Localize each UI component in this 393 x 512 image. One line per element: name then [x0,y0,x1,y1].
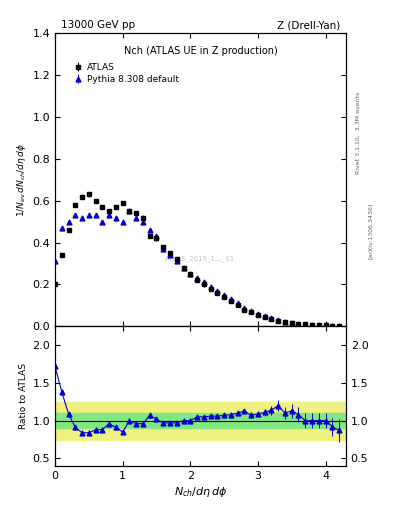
Legend: ATLAS, Pythia 8.308 default: ATLAS, Pythia 8.308 default [71,61,181,86]
Text: Rivet 3.1.10,  3.3M events: Rivet 3.1.10, 3.3M events [356,92,361,174]
Y-axis label: $1/N_{ev}\,dN_{ch}/d\eta\,d\phi$: $1/N_{ev}\,dN_{ch}/d\eta\,d\phi$ [15,143,28,217]
Text: [arXiv:1306.3436]: [arXiv:1306.3436] [367,202,373,259]
X-axis label: $N_{ch}/d\eta\,d\phi$: $N_{ch}/d\eta\,d\phi$ [174,485,227,499]
Text: Nch (ATLAS UE in Z production): Nch (ATLAS UE in Z production) [123,47,277,56]
Text: 13000 GeV pp: 13000 GeV pp [61,20,135,30]
Text: Z (Drell-Yan): Z (Drell-Yan) [277,20,340,30]
Y-axis label: Ratio to ATLAS: Ratio to ATLAS [19,363,28,429]
Text: ATLAS_2019_1..._01: ATLAS_2019_1..._01 [165,255,235,262]
